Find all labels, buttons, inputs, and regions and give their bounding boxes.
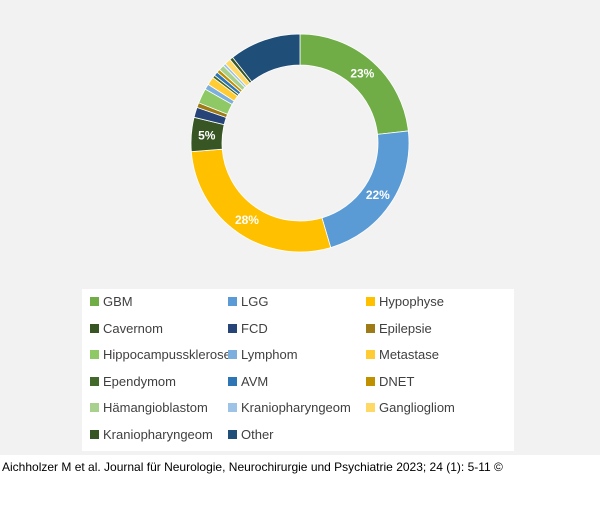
legend-swatch [228, 402, 237, 412]
data-label-3: 28% [235, 213, 259, 227]
citation-caption: Aichholzer M et al. Journal für Neurolog… [2, 460, 503, 474]
legend-swatch [366, 349, 375, 359]
legend-item-12: DNET [366, 372, 414, 390]
legend-swatch [228, 296, 237, 306]
legend-label: Gangliogliom [379, 399, 455, 415]
data-label-1: 23% [350, 66, 374, 80]
legend-label: Kraniopharyngeom [241, 399, 351, 415]
donut-slice-1 [299, 33, 409, 135]
legend-label: Hämangioblastom [103, 399, 208, 415]
legend-item-16: Kraniopharyngeom [90, 425, 213, 443]
legend-label: GBM [103, 293, 133, 309]
legend-item-10: Ependymom [90, 372, 176, 390]
legend-swatch [90, 376, 99, 386]
legend-swatch [228, 429, 237, 439]
legend-swatch [90, 323, 99, 333]
legend-swatch [366, 323, 375, 333]
legend-label: Lymphom [241, 346, 298, 362]
data-label-4: 5% [198, 129, 216, 143]
data-label-2: 22% [366, 188, 390, 202]
legend-label: Kraniopharyngeom [103, 426, 213, 442]
legend-item-15: Gangliogliom [366, 398, 455, 416]
legend-swatch [228, 376, 237, 386]
legend-label: Hippocampussklerose [103, 346, 231, 362]
chart-area: 23% 22% 28% 5% GBM LGG Hypophyse Cavernom FCD Ep… [0, 0, 600, 455]
legend-label: AVM [241, 373, 269, 389]
legend-label: Epilepsie [379, 320, 432, 336]
legend-item-14: Kraniopharyngeom [228, 398, 351, 416]
donut-slice-17 [232, 33, 301, 83]
legend-label: FCD [241, 320, 268, 336]
legend-item-5: FCD [228, 319, 268, 337]
legend-item-8: Lymphom [228, 345, 298, 363]
legend-label: DNET [379, 373, 415, 389]
legend-swatch [90, 429, 99, 439]
legend-item-1: GBM [90, 292, 133, 310]
chart-legend: GBM LGG Hypophyse Cavernom FCD Epilepsie Hippo… [82, 289, 514, 451]
legend-label: Ependymom [103, 373, 176, 389]
legend-item-4: Cavernom [90, 319, 163, 337]
legend-item-3: Hypophyse [366, 292, 444, 310]
legend-item-2: LGG [228, 292, 268, 310]
legend-item-17: Other [228, 425, 274, 443]
legend-swatch [366, 402, 375, 412]
legend-swatch [228, 323, 237, 333]
legend-swatch [90, 349, 99, 359]
legend-item-7: Hippocampussklerose [90, 345, 231, 363]
legend-label: Other [241, 426, 274, 442]
legend-item-9: Metastase [366, 345, 439, 363]
legend-label: Cavernom [103, 320, 163, 336]
legend-swatch [90, 296, 99, 306]
legend-label: LGG [241, 293, 269, 309]
legend-item-11: AVM [228, 372, 268, 390]
donut-chart: 23% 22% 28% 5% [190, 33, 410, 253]
legend-item-6: Epilepsie [366, 319, 432, 337]
legend-swatch [228, 349, 237, 359]
legend-swatch [90, 402, 99, 412]
donut-slice-3 [190, 148, 332, 253]
legend-swatch [366, 296, 375, 306]
legend-label: Hypophyse [379, 293, 445, 309]
legend-item-13: Hämangioblastom [90, 398, 208, 416]
legend-label: Metastase [379, 346, 439, 362]
legend-swatch [366, 376, 375, 386]
